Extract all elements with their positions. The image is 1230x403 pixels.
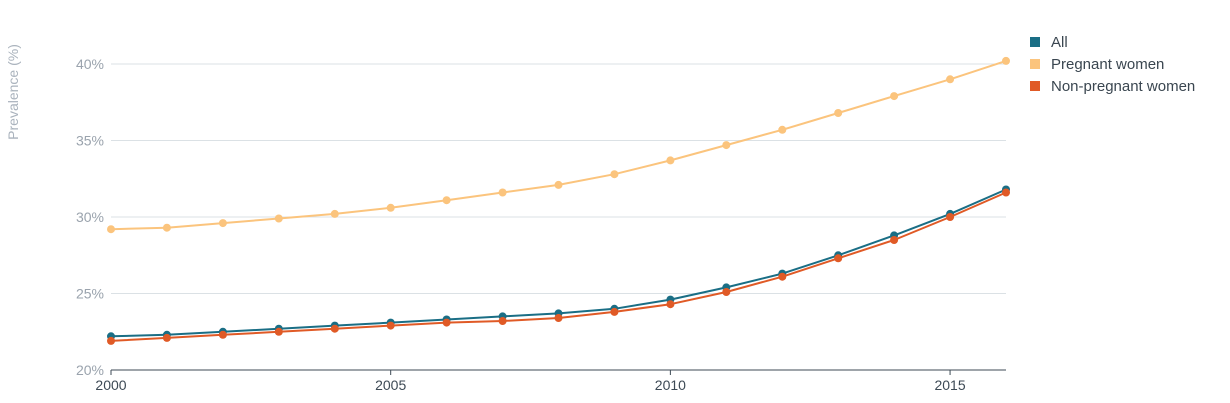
- data-point-pregnant-women[interactable]: [666, 156, 675, 165]
- x-tick-label: 2015: [934, 377, 965, 393]
- legend-item-non-pregnant-women[interactable]: Non-pregnant women: [1030, 78, 1195, 95]
- data-point-non-pregnant-women[interactable]: [386, 321, 395, 330]
- series-line-pregnant-women: [110, 59, 1007, 231]
- legend-swatch: [1030, 59, 1040, 69]
- y-tick-label: 40%: [76, 56, 104, 72]
- data-point-non-pregnant-women[interactable]: [554, 314, 563, 322]
- data-point-non-pregnant-women[interactable]: [1002, 188, 1010, 197]
- x-tick-label: 2005: [375, 377, 406, 393]
- data-point-pregnant-women[interactable]: [274, 214, 283, 223]
- series-pregnant-women: [107, 56, 1010, 234]
- data-point-pregnant-women[interactable]: [890, 92, 899, 101]
- data-point-pregnant-women[interactable]: [946, 75, 955, 84]
- legend-label: Non-pregnant women: [1051, 78, 1195, 95]
- data-point-pregnant-women[interactable]: [722, 141, 731, 150]
- x-tick-label: 2010: [655, 377, 686, 393]
- data-point-pregnant-women[interactable]: [778, 125, 787, 134]
- legend-item-pregnant-women[interactable]: Pregnant women: [1030, 56, 1164, 73]
- legend-swatch: [1030, 37, 1040, 47]
- data-point-pregnant-women[interactable]: [442, 196, 451, 205]
- gridlines: [111, 63, 1006, 294]
- data-point-non-pregnant-women[interactable]: [666, 300, 675, 309]
- data-point-non-pregnant-women[interactable]: [834, 254, 843, 263]
- y-tick-label: 25%: [76, 286, 104, 302]
- y-tick-label: 20%: [76, 362, 104, 378]
- data-point-non-pregnant-women[interactable]: [946, 213, 955, 221]
- data-point-pregnant-women[interactable]: [330, 209, 339, 218]
- x-tick-label: 2000: [95, 377, 126, 393]
- data-point-pregnant-women[interactable]: [1002, 56, 1010, 65]
- data-point-non-pregnant-women[interactable]: [498, 317, 507, 325]
- data-point-non-pregnant-women[interactable]: [610, 307, 619, 316]
- data-point-non-pregnant-women[interactable]: [218, 330, 227, 339]
- data-point-non-pregnant-women[interactable]: [778, 272, 787, 281]
- data-point-pregnant-women[interactable]: [107, 225, 115, 234]
- y-axis-label: Prevalence (%): [5, 44, 21, 140]
- data-point-non-pregnant-women[interactable]: [330, 324, 339, 333]
- data-point-non-pregnant-women[interactable]: [442, 318, 451, 327]
- series-lines: [107, 56, 1010, 345]
- data-point-pregnant-women[interactable]: [610, 170, 619, 179]
- data-point-pregnant-women[interactable]: [162, 223, 171, 232]
- legend[interactable]: All Pregnant women Non-pregnant women: [1030, 34, 1195, 95]
- data-point-non-pregnant-women[interactable]: [890, 236, 899, 244]
- legend-label: All: [1051, 34, 1068, 51]
- legend-item-all[interactable]: All: [1030, 34, 1068, 51]
- data-point-pregnant-women[interactable]: [554, 180, 563, 189]
- data-point-non-pregnant-women[interactable]: [274, 327, 283, 336]
- data-point-pregnant-women[interactable]: [834, 109, 843, 117]
- y-tick-label: 30%: [76, 209, 104, 225]
- series-non-pregnant-women: [107, 188, 1010, 345]
- axes: 20% 25% 30% 35% 40% 2000 2005 2010 2015: [76, 56, 1006, 393]
- data-point-pregnant-women[interactable]: [386, 203, 395, 212]
- legend-label: Pregnant women: [1051, 56, 1164, 73]
- data-point-pregnant-women[interactable]: [218, 219, 227, 228]
- data-point-non-pregnant-women[interactable]: [107, 336, 115, 345]
- legend-swatch: [1030, 81, 1040, 91]
- y-tick-label: 35%: [76, 133, 104, 149]
- data-point-non-pregnant-women[interactable]: [722, 288, 731, 296]
- data-point-non-pregnant-women[interactable]: [162, 333, 171, 342]
- data-point-pregnant-women[interactable]: [498, 188, 507, 197]
